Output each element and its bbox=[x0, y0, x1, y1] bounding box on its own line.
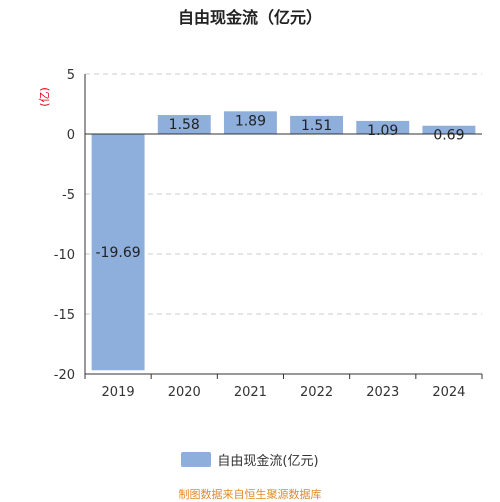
label-layer: -19.69 1.58 1.89 1.51 1.09 0.69 bbox=[96, 113, 465, 261]
data-label: 1.89 bbox=[235, 113, 266, 129]
data-label: 0.69 bbox=[433, 128, 464, 144]
y-tick-label: 0 bbox=[67, 128, 75, 143]
y-axis-unit-label: (亿) bbox=[38, 87, 51, 107]
bar bbox=[290, 115, 344, 134]
y-tick-label: -5 bbox=[62, 188, 75, 203]
y-tick-label: 5 bbox=[67, 68, 75, 83]
bar-layer bbox=[91, 111, 476, 371]
bar bbox=[223, 111, 277, 134]
x-tick-label: 2022 bbox=[300, 385, 333, 400]
legend-swatch bbox=[181, 452, 212, 467]
source-note: 制图数据来自恒生聚源数据库 bbox=[178, 488, 322, 501]
bar bbox=[91, 134, 145, 371]
bar bbox=[157, 115, 211, 134]
x-tick-label: 2023 bbox=[366, 385, 399, 400]
data-label: 1.09 bbox=[367, 123, 398, 139]
bar bbox=[356, 120, 410, 134]
x-tick-label: 2019 bbox=[102, 385, 135, 400]
x-tick-label: 2024 bbox=[432, 385, 465, 400]
chart-title: 自由现金流（亿元） bbox=[177, 8, 322, 27]
data-label: -19.69 bbox=[96, 245, 141, 261]
x-tick-label: 2020 bbox=[168, 385, 201, 400]
y-tick-label: -10 bbox=[54, 248, 75, 263]
data-label: 1.58 bbox=[169, 117, 200, 133]
legend-label: 自由现金流(亿元) bbox=[217, 454, 319, 469]
axis-layer: 5 0 -5 -10 -15 -20 2019 2020 2021 2022 2023 2024 bbox=[54, 68, 483, 400]
bar bbox=[422, 125, 476, 134]
y-tick-label: -15 bbox=[54, 308, 75, 323]
x-tick-label: 2021 bbox=[234, 385, 267, 400]
y-tick-label: -20 bbox=[54, 368, 75, 383]
data-label: 1.51 bbox=[301, 118, 332, 134]
legend: 自由现金流(亿元) bbox=[0, 450, 500, 469]
